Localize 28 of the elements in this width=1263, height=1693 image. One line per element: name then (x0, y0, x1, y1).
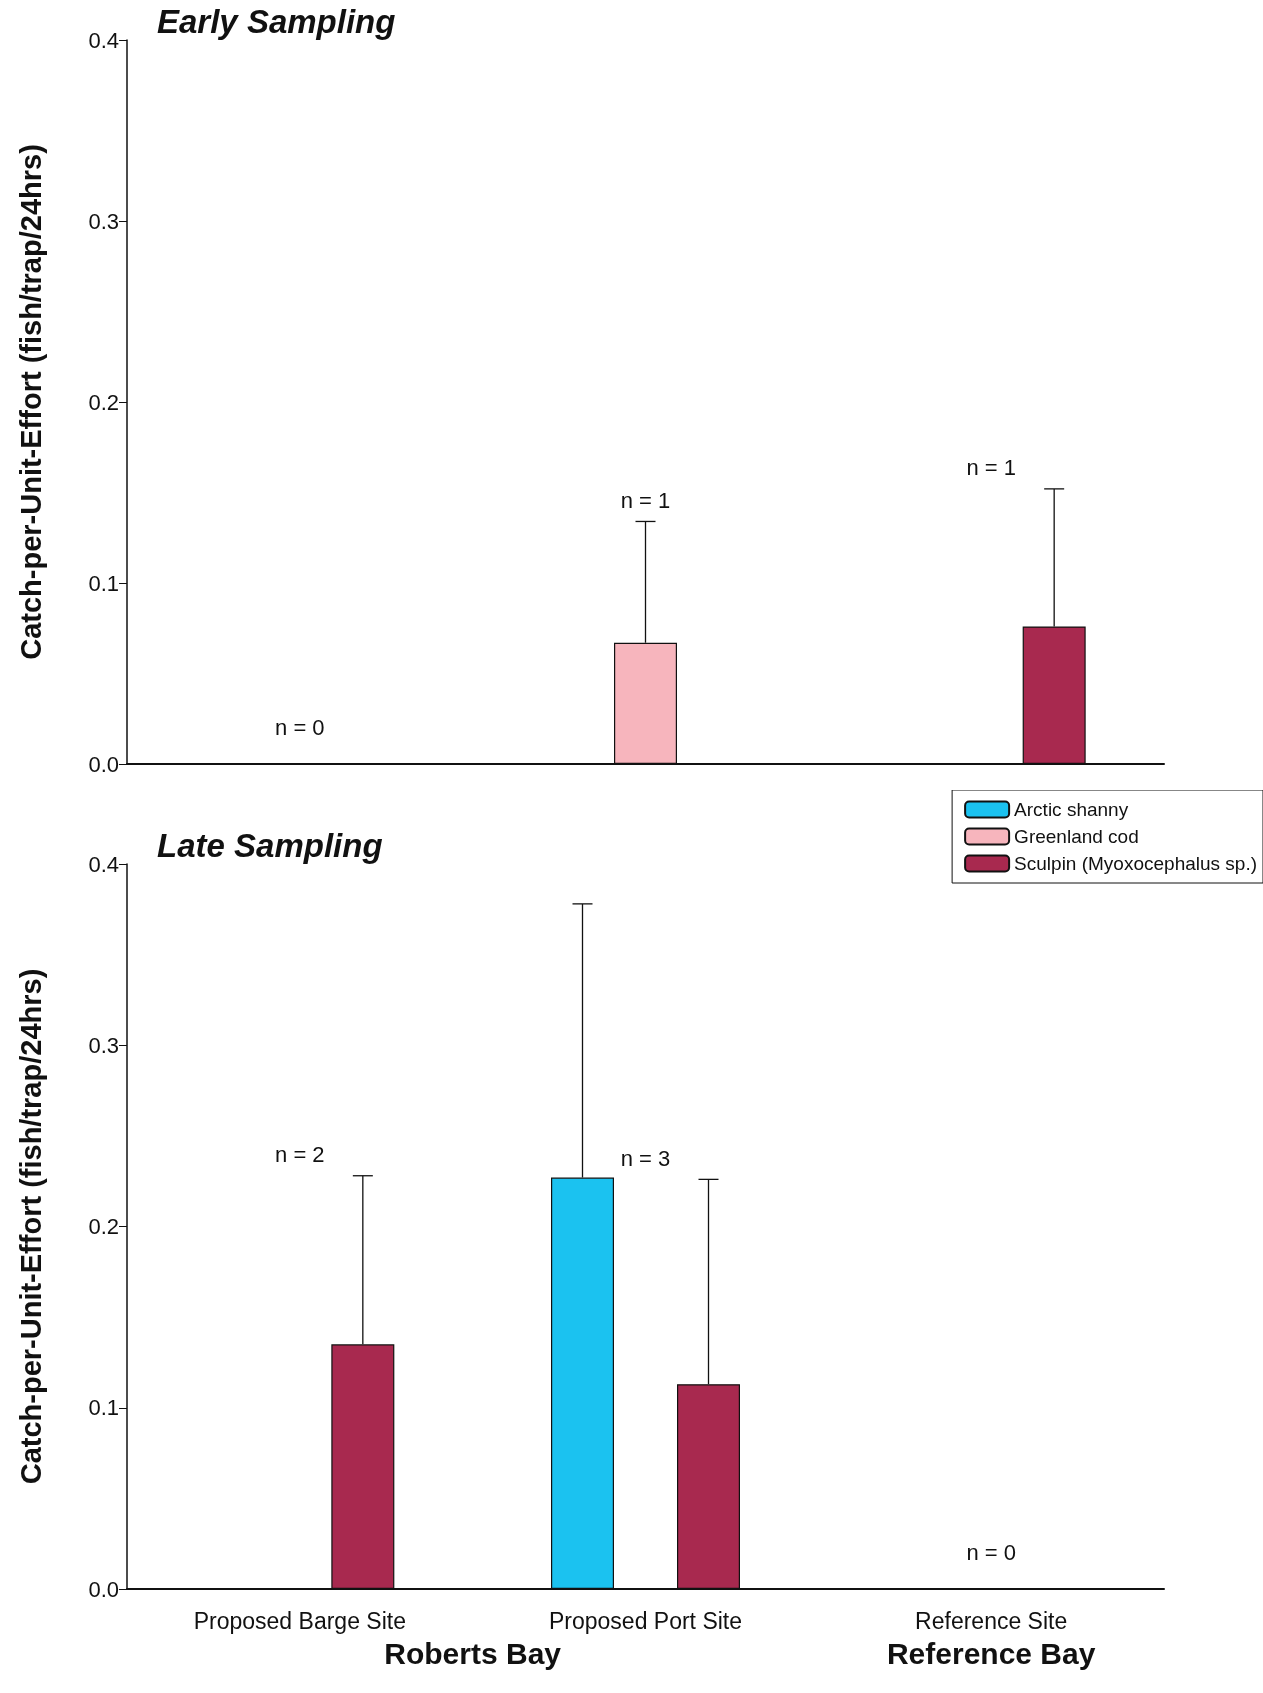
legend-label: Arctic shanny (1014, 799, 1129, 820)
x-tick-label: Reference Site (915, 1607, 1068, 1634)
text: Roberts Bay (384, 1636, 562, 1670)
y-axis-title: Catch-per-Unit-Effort (fish/trap/24hrs) (14, 968, 47, 1485)
annotation: n = 0 (275, 714, 325, 740)
y-tick-label: 0.4 (88, 851, 119, 877)
annotation: n = 3 (620, 1145, 671, 1171)
annotation: n = 1 (620, 487, 671, 513)
annotation: n = 0 (966, 1539, 1016, 1565)
y-tick-label: 0.3 (88, 208, 119, 234)
y-tick-label: 0.0 (88, 751, 119, 777)
chart-title: Early Sampling (157, 3, 396, 40)
y-axis-title: Catch-per-Unit-Effort (fish/trap/24hrs) (14, 144, 47, 660)
y-tick-label: 0.3 (88, 1032, 119, 1058)
y-tick-label: 0.1 (88, 570, 119, 596)
y-tick-label: 0.2 (88, 389, 119, 415)
x-tick-label: Proposed Barge Site (193, 1607, 406, 1634)
y-tick-label: 0.0 (88, 1576, 119, 1602)
chart-title: Late Sampling (157, 827, 383, 864)
legend-label: Greenland cod (1014, 826, 1139, 847)
y-tick-label: 0.1 (88, 1395, 119, 1421)
annotation: n = 1 (966, 455, 1016, 481)
legend-label: Sculpin (Myoxocephalus sp.) (1014, 853, 1257, 874)
x-tick-label: Proposed Port Site (548, 1607, 743, 1634)
y-tick-label: 0.2 (88, 1214, 119, 1239)
y-tick-label: 0.4 (88, 27, 119, 53)
annotation: n = 2 (275, 1142, 325, 1168)
text: Reference Bay (886, 1636, 1096, 1670)
